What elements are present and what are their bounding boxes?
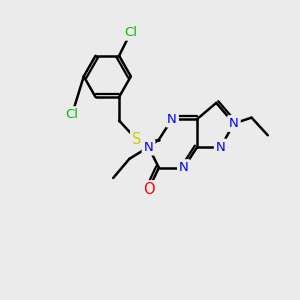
Text: N: N (229, 117, 239, 130)
Text: N: N (144, 141, 153, 154)
Text: Cl: Cl (65, 108, 79, 121)
Text: Cl: Cl (124, 26, 137, 39)
Text: S: S (132, 132, 141, 147)
Text: N: N (179, 161, 189, 174)
Text: O: O (143, 182, 154, 197)
Text: N: N (216, 141, 226, 154)
Text: N: N (167, 112, 177, 126)
